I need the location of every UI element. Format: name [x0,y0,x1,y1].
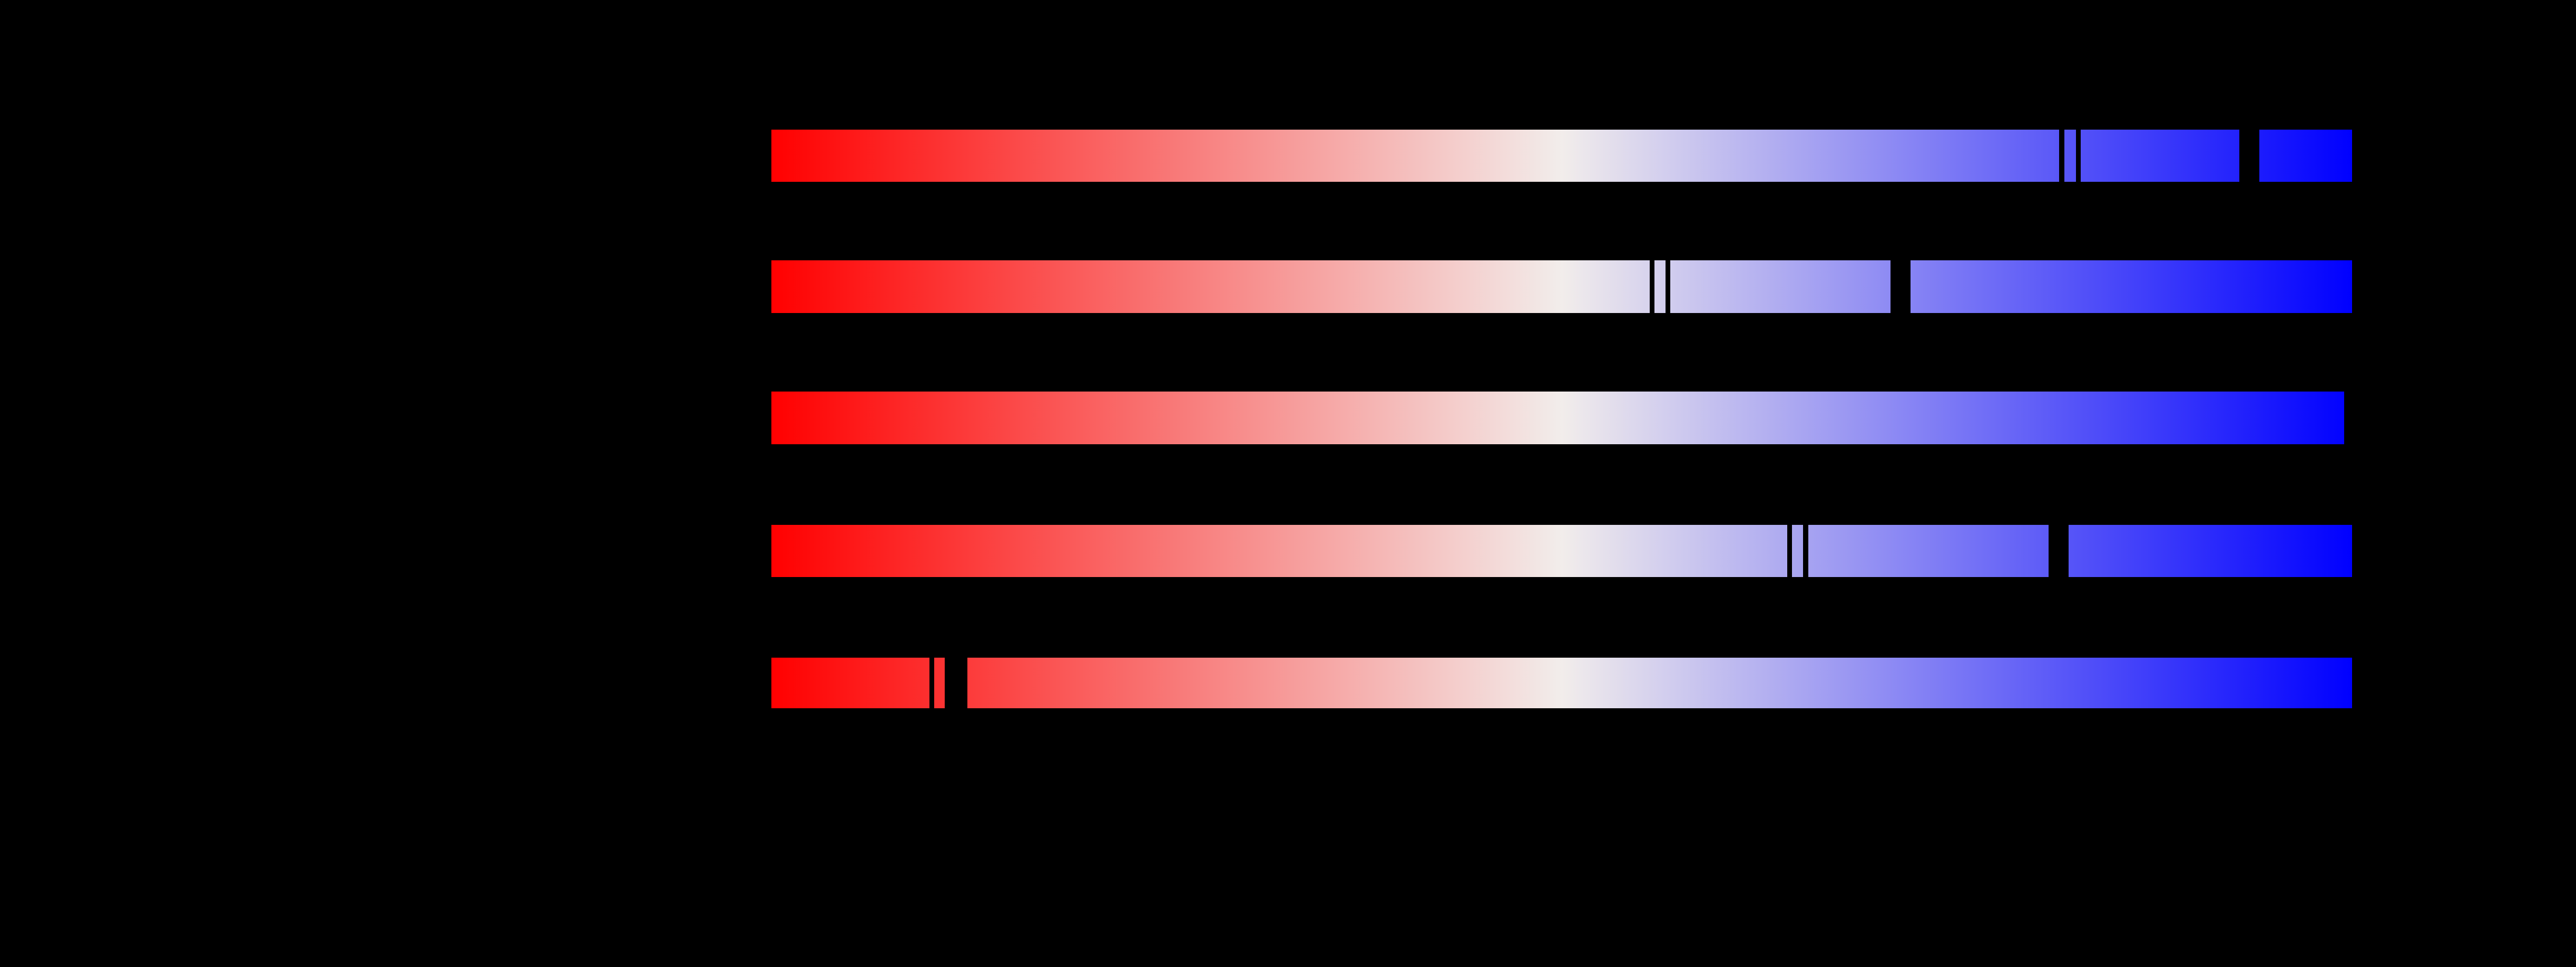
thin-marker-gap [929,658,934,708]
thin-marker-gap [1803,525,1808,577]
thick-marker-gap [1891,260,1911,313]
gradient-bar-row-2 [771,260,2352,313]
thick-marker-gap [2049,525,2069,577]
gradient-bar-row-4 [771,525,2352,577]
thick-marker-gap [2239,130,2259,182]
thin-marker-gap [1650,260,1654,313]
thin-marker-gap [2059,130,2064,182]
gradient-bar-row-1 [771,130,2352,182]
gradient-bar-row-5 [771,658,2352,708]
thin-marker-gap [1666,260,1670,313]
thin-marker-gap [1787,525,1792,577]
gradient-bar-row-3 [771,392,2352,444]
thick-marker-gap [945,658,967,708]
end-mask-marker-gap [2344,392,2352,444]
thin-marker-gap [2076,130,2081,182]
